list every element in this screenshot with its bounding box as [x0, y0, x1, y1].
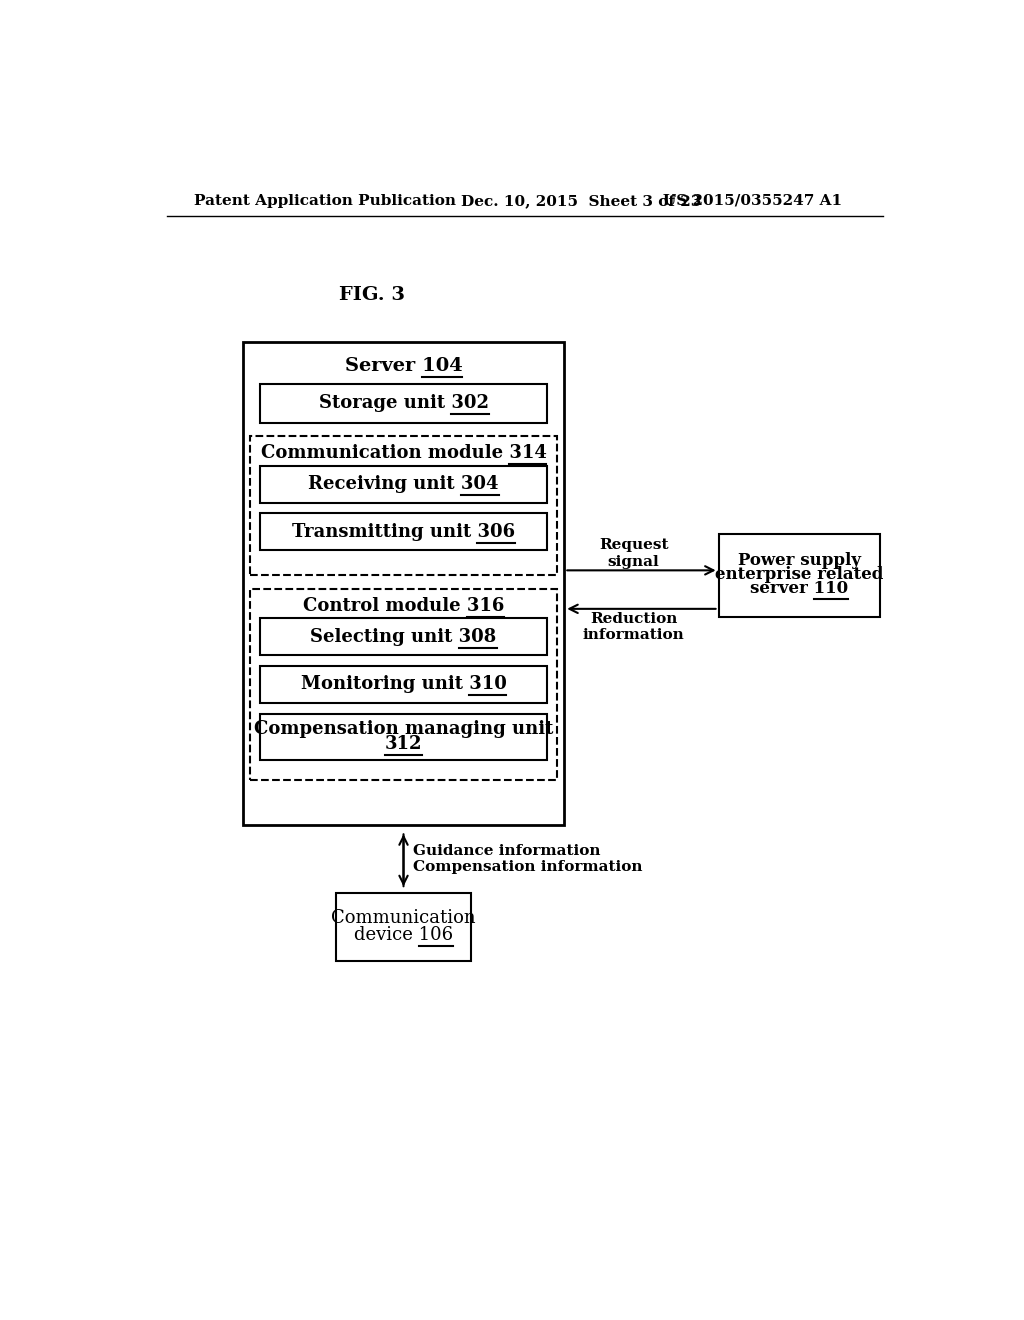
Text: Guidance information
Compensation information: Guidance information Compensation inform…: [413, 843, 642, 874]
Text: Server 104: Server 104: [345, 358, 463, 375]
Text: Receiving unit 304: Receiving unit 304: [308, 475, 499, 494]
Bar: [336, 892, 471, 961]
Text: Control module 316: Control module 316: [303, 597, 504, 615]
Text: Storage unit 302: Storage unit 302: [318, 395, 488, 412]
Text: Selecting unit 308: Selecting unit 308: [310, 627, 497, 645]
Text: Power supply: Power supply: [737, 552, 860, 569]
Bar: [260, 384, 547, 422]
Text: enterprise related: enterprise related: [715, 566, 884, 582]
Bar: [260, 466, 547, 503]
Text: US 2015/0355247 A1: US 2015/0355247 A1: [663, 194, 842, 207]
Bar: [243, 342, 564, 825]
Text: Transmitting unit 306: Transmitting unit 306: [292, 523, 515, 541]
Text: Patent Application Publication: Patent Application Publication: [194, 194, 456, 207]
Text: Communication module 314: Communication module 314: [260, 445, 547, 462]
Text: FIG. 3: FIG. 3: [339, 286, 406, 305]
Bar: [719, 535, 880, 618]
Text: 312: 312: [385, 735, 422, 754]
Text: server 110: server 110: [751, 579, 848, 597]
Text: device 106: device 106: [354, 925, 453, 944]
Bar: [260, 714, 547, 760]
Bar: [260, 513, 547, 550]
Text: Dec. 10, 2015  Sheet 3 of 23: Dec. 10, 2015 Sheet 3 of 23: [461, 194, 701, 207]
Text: Reduction
information: Reduction information: [583, 612, 685, 643]
Text: Request
signal: Request signal: [599, 539, 669, 569]
Text: Monitoring unit 310: Monitoring unit 310: [301, 676, 507, 693]
Bar: [260, 618, 547, 655]
Bar: [251, 437, 557, 576]
Bar: [260, 665, 547, 702]
Text: Communication: Communication: [331, 908, 476, 927]
Bar: [251, 589, 557, 780]
Text: Compensation managing unit: Compensation managing unit: [254, 719, 553, 738]
